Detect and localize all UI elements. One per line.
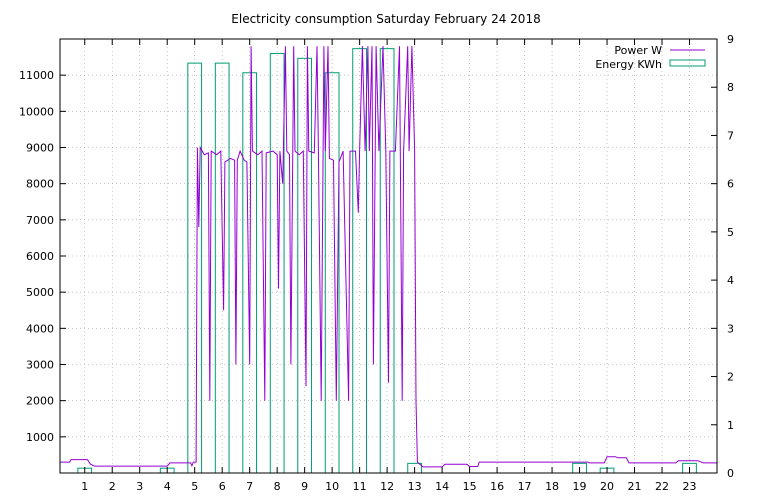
x-tick-label: 15 xyxy=(463,480,477,493)
y-right-tick-label: 1 xyxy=(727,419,734,432)
y-right-tick-label: 8 xyxy=(727,81,734,94)
x-tick-label: 8 xyxy=(274,480,281,493)
y-left-tick-label: 3000 xyxy=(26,359,54,372)
grid xyxy=(60,39,717,473)
chart-title: Electricity consumption Saturday Februar… xyxy=(231,12,540,26)
y-left-tick-label: 7000 xyxy=(26,214,54,227)
y-left-tick-label: 2000 xyxy=(26,395,54,408)
y-right-tick-label: 0 xyxy=(727,467,734,480)
y-right-tick-label: 7 xyxy=(727,129,734,142)
y-left-tick-label: 11000 xyxy=(19,69,54,82)
y-left-tick-label: 6000 xyxy=(26,250,54,263)
x-tick-label: 1 xyxy=(81,480,88,493)
x-tick-label: 3 xyxy=(136,480,143,493)
energy-bar xyxy=(324,72,340,474)
y-left-tick-label: 8000 xyxy=(26,178,54,191)
x-tick-label: 13 xyxy=(408,480,422,493)
axes: 1 2 3 4 5 6 7 8 9 10 11 12 13 14 15 16 17 18 19 20 21 22 23100… xyxy=(19,33,734,493)
x-tick-label: 6 xyxy=(219,480,226,493)
y-right-tick-label: 3 xyxy=(727,322,734,335)
y-left-tick-label: 10000 xyxy=(19,105,54,118)
legend-label-energy: Energy KWh xyxy=(595,58,662,71)
x-tick-label: 19 xyxy=(573,480,587,493)
y-right-tick-label: 9 xyxy=(727,33,734,46)
x-tick-label: 11 xyxy=(353,480,367,493)
x-tick-label: 5 xyxy=(191,480,198,493)
x-tick-label: 4 xyxy=(164,480,171,493)
y-right-tick-label: 5 xyxy=(727,226,734,239)
x-tick-label: 20 xyxy=(600,480,614,493)
x-tick-label: 23 xyxy=(683,480,697,493)
y-right-tick-label: 2 xyxy=(727,371,734,384)
x-tick-label: 21 xyxy=(628,480,642,493)
x-tick-label: 18 xyxy=(545,480,559,493)
x-tick-label: 14 xyxy=(435,480,449,493)
y-right-tick-label: 4 xyxy=(727,274,734,287)
y-right-tick-label: 6 xyxy=(727,178,734,191)
x-tick-label: 22 xyxy=(655,480,669,493)
y-left-tick-label: 9000 xyxy=(26,142,54,155)
x-tick-label: 16 xyxy=(490,480,504,493)
x-tick-label: 7 xyxy=(246,480,253,493)
x-tick-label: 12 xyxy=(380,480,394,493)
legend-swatch-energy xyxy=(669,59,706,67)
legend-label-power: Power W xyxy=(614,44,662,57)
power-line xyxy=(60,46,717,468)
y-left-tick-label: 1000 xyxy=(26,431,54,444)
power-line-layer xyxy=(60,46,717,468)
y-left-tick-label: 5000 xyxy=(26,286,54,299)
x-tick-label: 17 xyxy=(518,480,532,493)
x-tick-label: 2 xyxy=(109,480,116,493)
y-left-tick-label: 4000 xyxy=(26,322,54,335)
x-tick-label: 10 xyxy=(325,480,339,493)
x-tick-label: 9 xyxy=(301,480,308,493)
